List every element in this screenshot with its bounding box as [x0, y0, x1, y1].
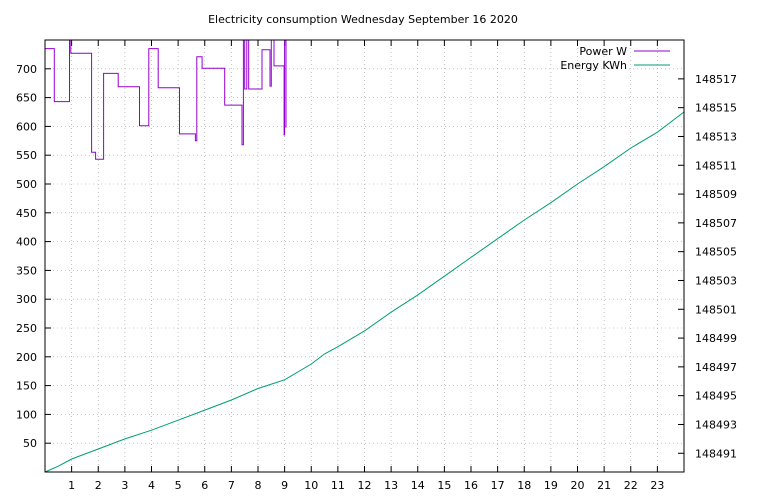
y2-tick-label: 148497 [695, 361, 737, 374]
y2-tick-label: 148515 [695, 102, 737, 115]
x-tick-label: 17 [491, 479, 505, 492]
y2-tick-label: 148499 [695, 332, 737, 345]
x-tick-label: 2 [95, 479, 102, 492]
x-tick-label: 15 [437, 479, 451, 492]
y2-tick-label: 148495 [695, 390, 737, 403]
y2-axis-ticks: 148491 148493 148495 148497 148499 148501 1485… [678, 73, 737, 460]
x-tick-label: 11 [331, 479, 345, 492]
grid [45, 40, 684, 472]
x-tick-label: 21 [597, 479, 611, 492]
plot-lines [44, 39, 685, 473]
legend-label: Energy KWh [560, 59, 627, 72]
y2-tick-label: 148501 [695, 303, 737, 316]
legend-label: Power W [579, 45, 627, 58]
x-tick-label: 13 [384, 479, 398, 492]
y-tick-label: 450 [16, 207, 37, 220]
x-tick-label: 4 [148, 479, 155, 492]
x-tick-label: 20 [571, 479, 585, 492]
x-tick-label: 10 [304, 479, 318, 492]
y2-tick-label: 148491 [695, 447, 737, 460]
x-tick-label: 22 [624, 479, 638, 492]
x-tick-label: 3 [121, 479, 128, 492]
y2-tick-label: 148505 [695, 246, 737, 259]
x-tick-label: 7 [228, 479, 235, 492]
x-tick-label: 9 [281, 479, 288, 492]
y-tick-label: 300 [16, 293, 37, 306]
x-axis-ticks: 1 2 3 4 5 6 7 8 9 10 11 12 13 14 15 16 17 18 19 20 21 22 23 [68, 40, 664, 492]
x-tick-label: 23 [650, 479, 664, 492]
y-tick-label: 350 [16, 264, 37, 277]
energy-series-line [44, 111, 685, 473]
x-tick-label: 5 [175, 479, 182, 492]
y2-tick-label: 148503 [695, 274, 737, 287]
y-tick-label: 500 [16, 178, 37, 191]
y-tick-label: 550 [16, 149, 37, 162]
plot-frame [44, 39, 685, 473]
y-axis-ticks: 50 100 150 200 250 300 350 400 450 500 550 600 650 70… [16, 63, 51, 450]
y-tick-label: 150 [16, 380, 37, 393]
y-tick-label: 650 [16, 92, 37, 105]
y-tick-label: 250 [16, 322, 37, 335]
y-tick-label: 50 [23, 437, 37, 450]
y2-tick-label: 148517 [695, 73, 737, 86]
x-tick-label: 12 [358, 479, 372, 492]
y2-tick-label: 148493 [695, 418, 737, 431]
x-tick-label: 6 [201, 479, 208, 492]
chart-title: Electricity consumption Wednesday Septem… [208, 13, 518, 26]
y-tick-label: 600 [16, 120, 37, 133]
x-tick-label: 14 [411, 479, 425, 492]
y2-tick-label: 148511 [695, 159, 737, 172]
x-tick-label: 19 [544, 479, 558, 492]
x-tick-label: 1 [68, 479, 75, 492]
x-tick-label: 8 [255, 479, 262, 492]
x-tick-label: 16 [464, 479, 478, 492]
power-series-line [45, 39, 287, 160]
y-tick-label: 200 [16, 351, 37, 364]
y-tick-label: 400 [16, 236, 37, 249]
y2-tick-label: 148509 [695, 188, 737, 201]
y-tick-label: 100 [16, 408, 37, 421]
y-tick-label: 700 [16, 63, 37, 76]
y2-tick-label: 148507 [695, 217, 737, 230]
y2-tick-label: 148513 [695, 130, 737, 143]
x-tick-label: 18 [517, 479, 531, 492]
